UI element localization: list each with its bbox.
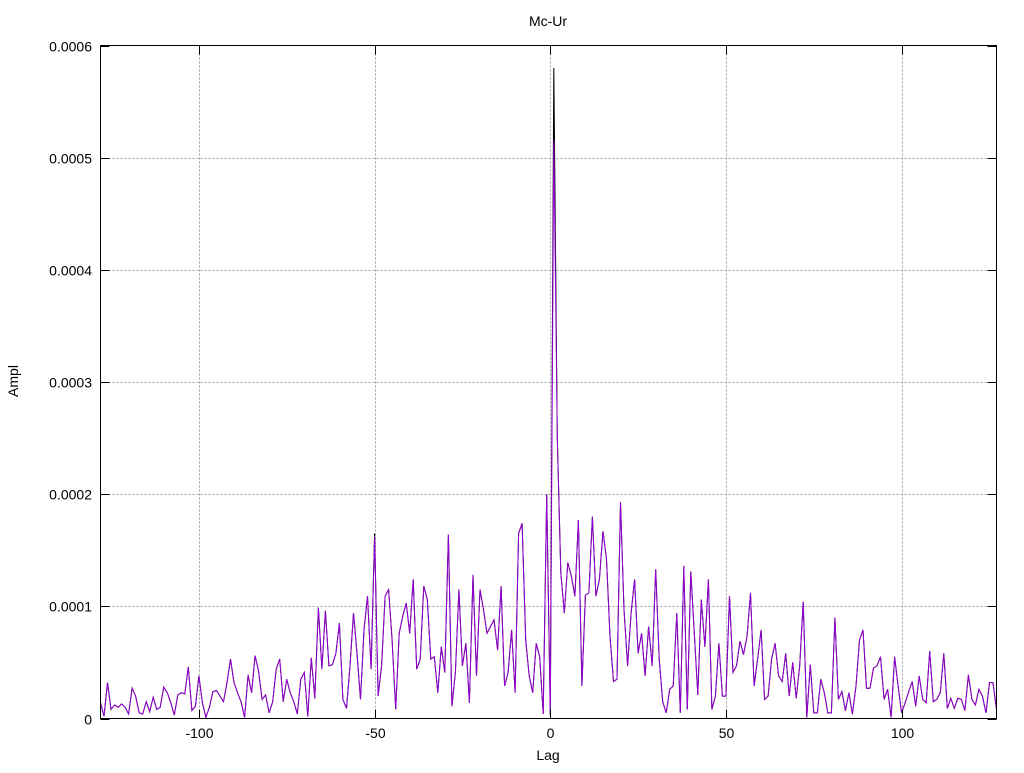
y-tick-label: 0.0006 — [49, 39, 92, 55]
x-axis-label: Lag — [536, 747, 559, 763]
series-line-1 — [100, 140, 997, 720]
y-axis-label: Ampl — [5, 365, 21, 397]
x-tick-label: 0 — [547, 725, 555, 741]
y-tick-label: 0.0002 — [49, 487, 92, 503]
y-tick-label: 0.0001 — [49, 599, 92, 615]
y-tick-label: 0.0003 — [49, 375, 92, 391]
y-tick-label: 0.0004 — [49, 263, 92, 279]
chart-title: Mc-Ur — [529, 13, 567, 29]
y-tick-label: 0 — [84, 712, 92, 728]
series-group — [100, 67, 997, 720]
x-tick-label: 100 — [891, 725, 915, 741]
x-tick-label: -100 — [185, 725, 213, 741]
x-tick-label: 50 — [719, 725, 735, 741]
y-tick-label: 0.0005 — [49, 151, 92, 167]
ticks: 0 0.0001 0.0002 0.0003 0.0004 0.0005 0.0006 -10… — [49, 39, 997, 741]
x-tick-label: -50 — [365, 725, 385, 741]
